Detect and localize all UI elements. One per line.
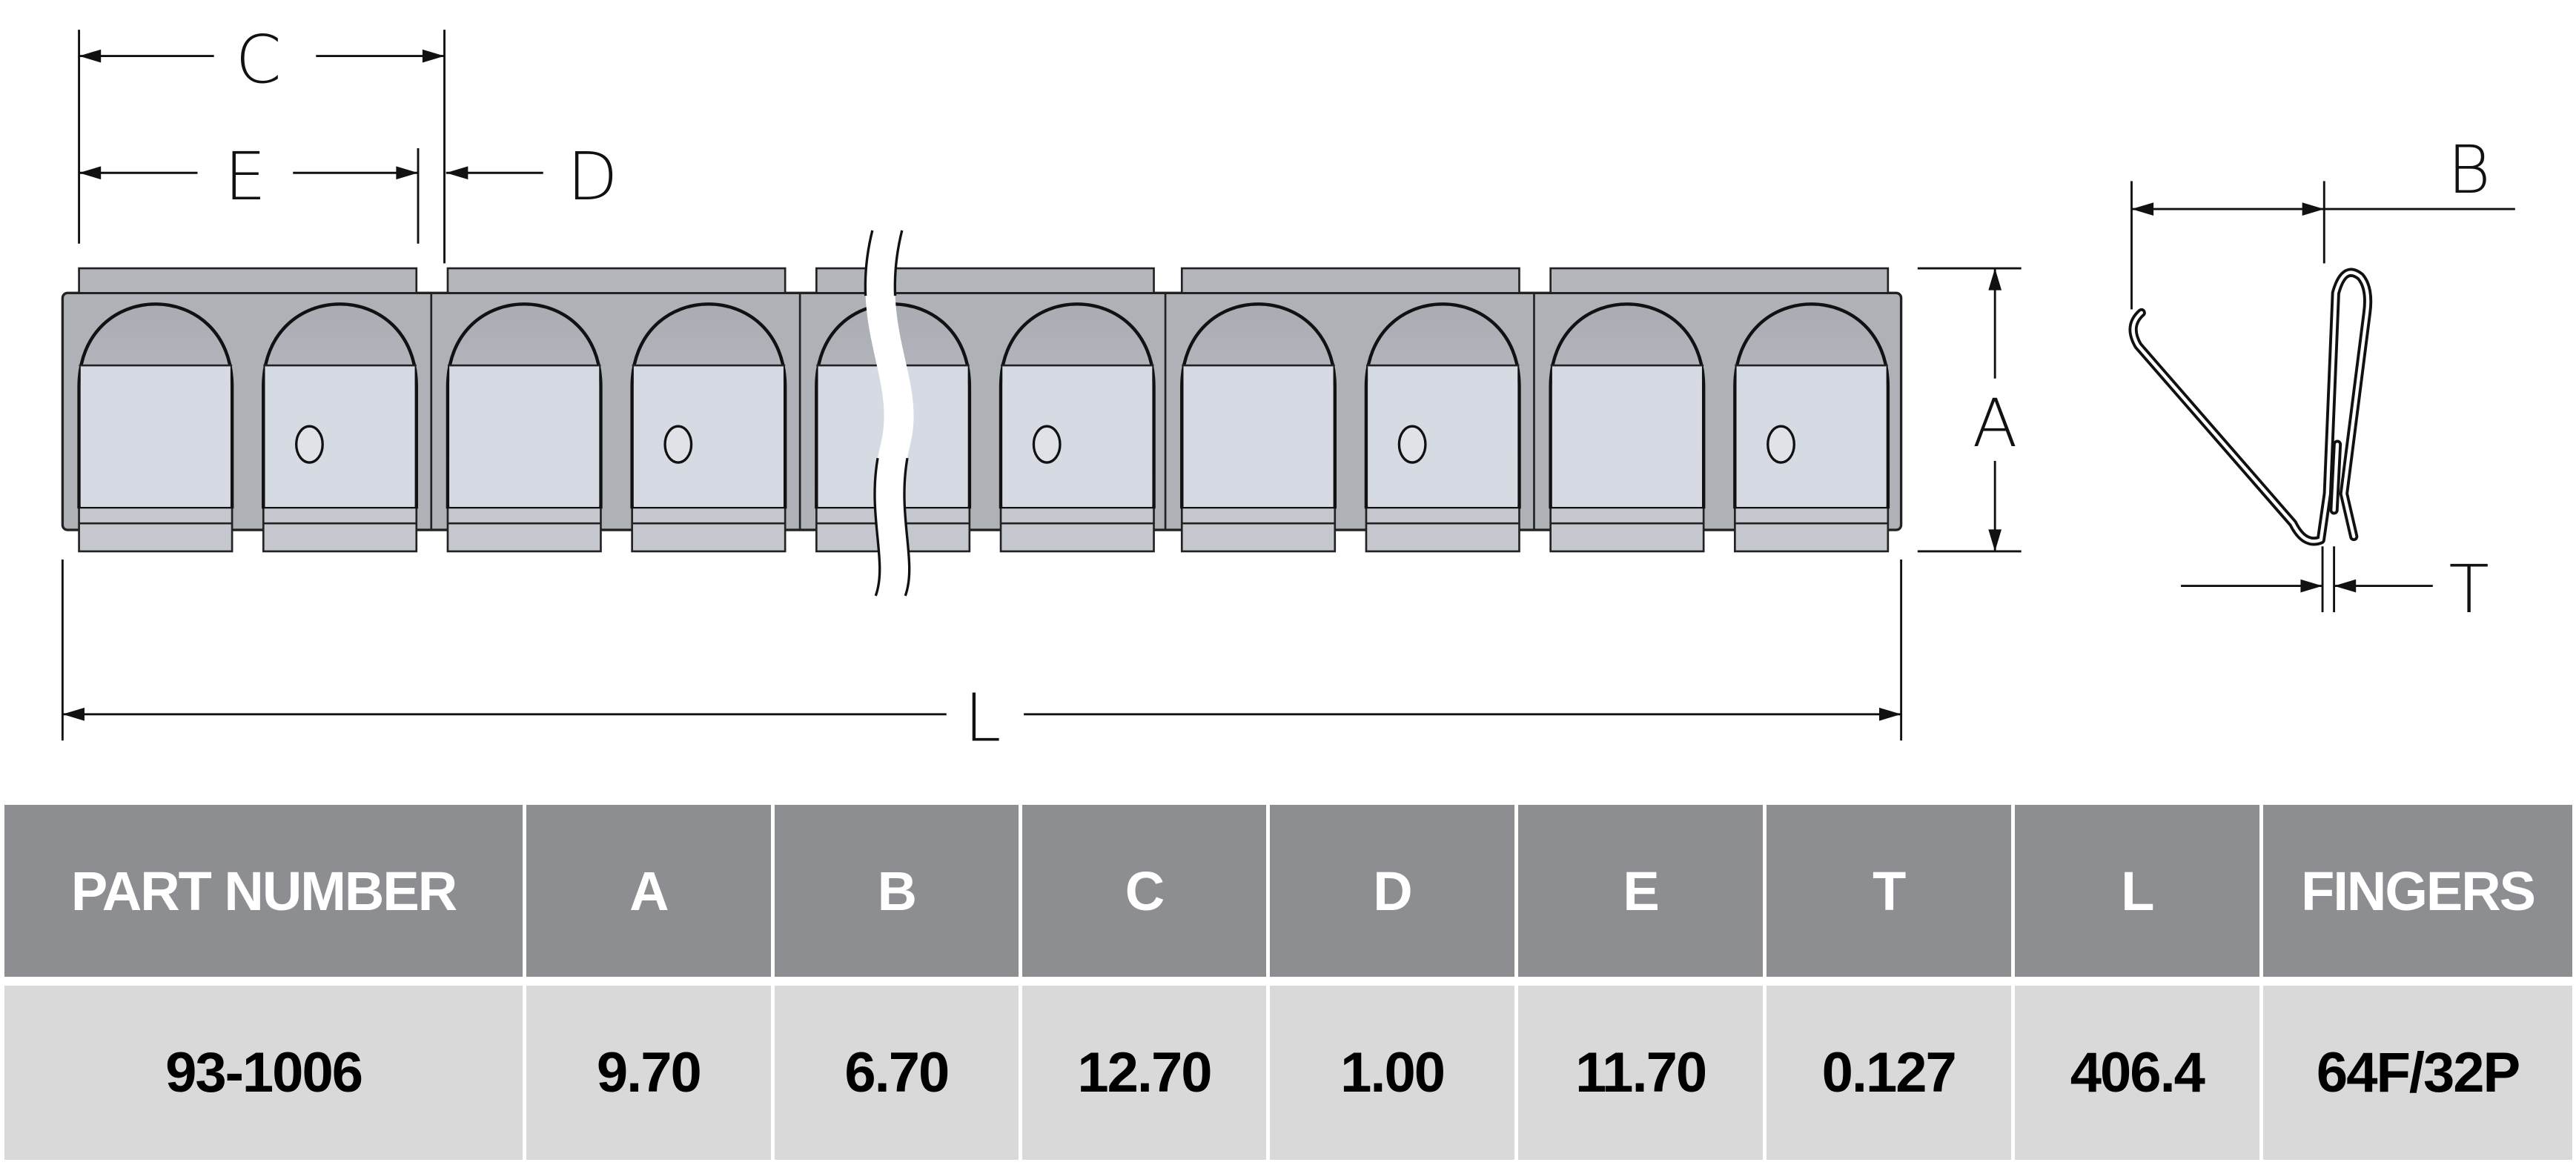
finger-foot [262, 505, 418, 553]
finger-foot [631, 505, 787, 553]
finger-slot-hole [1032, 425, 1062, 464]
cell-b: 6.70 [774, 986, 1019, 1160]
strip-top-lip [1180, 267, 1520, 294]
break-symbol [864, 230, 915, 597]
finger-face [1002, 365, 1153, 507]
finger-face [1183, 365, 1334, 507]
finger-foot [78, 505, 234, 553]
finger-face [1368, 365, 1518, 507]
header-part-number: PART NUMBER [4, 805, 523, 977]
cell-part-number: 93-1006 [4, 986, 523, 1160]
cell-fingers: 64F/32P [2263, 986, 2572, 1160]
cell-d: 1.00 [1269, 986, 1515, 1160]
finger-face [80, 365, 231, 507]
header-a: A [526, 805, 771, 977]
finger-foot [1734, 505, 1890, 553]
cell-t: 0.127 [1766, 986, 2011, 1160]
dim-label-l: L [964, 680, 1001, 756]
finger-foot [1549, 505, 1705, 553]
dim-label-b: B [2448, 132, 2491, 208]
table-row: 93-1006 9.70 6.70 12.70 1.00 11.70 0.127… [4, 986, 2572, 1160]
header-e: E [1518, 805, 1763, 977]
header-l: L [2014, 805, 2260, 977]
finger-face [1552, 365, 1702, 507]
strip-top-lip [1549, 267, 1890, 294]
dim-label-d: D [567, 139, 617, 215]
strip-top-lip [446, 267, 787, 294]
header-d: D [1269, 805, 1515, 977]
dimensions-table: PART NUMBER A B C D E T L FINGERS 93-100… [1, 805, 2576, 1160]
cell-e: 11.70 [1518, 986, 1763, 1160]
side-profile [2128, 268, 2373, 546]
finger-foot [999, 505, 1155, 553]
finger-foot [446, 505, 602, 553]
finger-slot-hole [295, 425, 324, 464]
finger-foot [1365, 505, 1520, 553]
finger-slot-hole [663, 425, 693, 464]
finger-face [449, 365, 600, 507]
header-b: B [774, 805, 1019, 977]
cell-a: 9.70 [526, 986, 771, 1160]
dim-label-c: C [236, 21, 282, 98]
table-header-row: PART NUMBER A B C D E T L FINGERS [4, 805, 2572, 977]
header-fingers: FINGERS [2263, 805, 2572, 977]
finger-face [265, 365, 415, 507]
cell-c: 12.70 [1022, 986, 1266, 1160]
finger-strip-front-view [61, 267, 1903, 553]
strip-top-lip [78, 267, 418, 294]
finger-slot-hole [1767, 425, 1795, 464]
dim-label-e: E [225, 139, 266, 215]
cell-l: 406.4 [2014, 986, 2260, 1160]
dim-label-t: T [2449, 551, 2489, 628]
header-c: C [1022, 805, 1266, 977]
finger-stock-drawing: C E D L A B T [61, 21, 2515, 756]
finger-slot-hole [1397, 425, 1427, 464]
finger-face [1736, 365, 1887, 507]
finger-foot [1180, 505, 1337, 553]
header-t: T [1766, 805, 2011, 977]
finger-face [633, 365, 784, 507]
dimension-lines [61, 30, 2515, 741]
dim-label-a: A [1973, 385, 2018, 462]
